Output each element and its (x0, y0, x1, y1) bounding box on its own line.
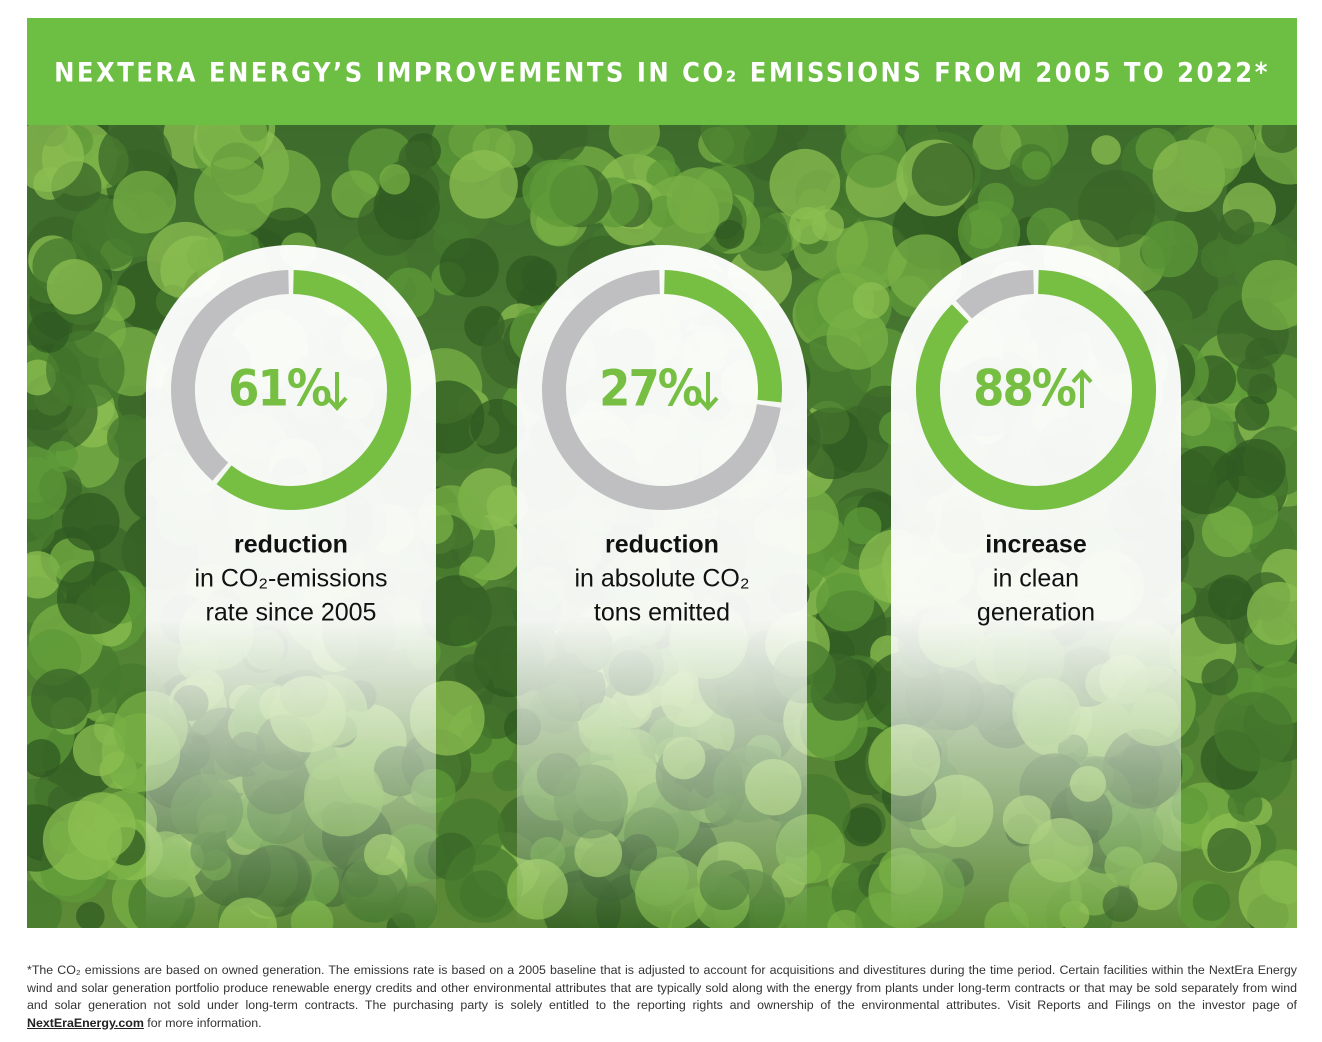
tree (666, 167, 733, 234)
tree (492, 760, 524, 792)
tree (27, 311, 70, 353)
tree (72, 723, 126, 777)
tree (1214, 691, 1294, 772)
tree (842, 807, 882, 847)
tree (715, 219, 745, 249)
tree (194, 156, 274, 237)
tree (811, 209, 845, 242)
direction-arrow (697, 372, 719, 411)
tree (67, 792, 136, 860)
card (146, 245, 436, 928)
tree (529, 158, 599, 228)
tree (1261, 125, 1297, 153)
title: NEXTERA ENERGY’S IMPROVEMENTS IN CO₂ EMI… (54, 58, 1270, 89)
tree (827, 909, 863, 928)
value-label: 61% (228, 360, 331, 418)
donut-remainder (171, 270, 290, 481)
tree (454, 654, 492, 692)
tree (106, 414, 155, 462)
tree (826, 308, 889, 370)
tree (1192, 883, 1231, 921)
tree (444, 844, 524, 923)
card (891, 245, 1181, 928)
tree (1170, 446, 1240, 515)
infographic: NEXTERA ENERGY’S IMPROVEMENTS IN CO₂ EMI… (27, 18, 1297, 928)
tree (770, 125, 809, 145)
tree (521, 258, 558, 295)
donut-remainder (542, 270, 781, 510)
tree (439, 238, 499, 298)
tree (1246, 581, 1297, 646)
tree (852, 282, 890, 319)
tree (27, 739, 61, 778)
tree (1021, 151, 1051, 180)
tree (1077, 170, 1156, 248)
direction-arrow (326, 372, 348, 411)
tree (1241, 260, 1297, 331)
tree (608, 125, 660, 159)
caption-line: in absolute CO₂ (574, 565, 749, 593)
tree (1238, 860, 1297, 928)
tree (449, 150, 518, 219)
caption-line: in CO₂-emissions (194, 565, 387, 593)
caption-line: generation (977, 599, 1095, 627)
tree (843, 506, 882, 545)
tree (1207, 827, 1252, 872)
tree (76, 902, 105, 928)
direction-arrow (1071, 369, 1093, 408)
tree (1226, 438, 1286, 499)
caption-line: rate since 2005 (206, 599, 377, 627)
tree (1201, 658, 1239, 696)
tree (398, 140, 434, 176)
tree (1175, 400, 1211, 436)
tree (700, 125, 778, 166)
tree (46, 330, 125, 409)
tree (1227, 787, 1263, 823)
tree (46, 258, 103, 315)
value-label: 27% (599, 360, 702, 418)
tree (31, 668, 92, 730)
tree (113, 170, 176, 234)
tree (379, 164, 410, 195)
donut-segment (663, 270, 782, 403)
tree (840, 125, 907, 188)
tree (197, 125, 268, 170)
caption-bold: reduction (605, 531, 719, 559)
tree (61, 492, 120, 551)
donut-segment (916, 270, 1156, 510)
footnote-text: *The CO₂ emissions are based on owned ge… (27, 963, 1297, 1013)
tree (1180, 127, 1243, 189)
tree (1218, 209, 1255, 245)
header-bar (27, 18, 1297, 125)
footnote: *The CO₂ emissions are based on owned ge… (27, 962, 1297, 1032)
tree (1234, 396, 1270, 431)
tree (972, 125, 1022, 170)
tree (27, 457, 67, 520)
tree (816, 573, 875, 632)
tree (1141, 220, 1199, 278)
tree (27, 125, 84, 192)
tree (56, 561, 131, 635)
tree (1201, 506, 1253, 558)
tree (1200, 239, 1239, 278)
caption-line: in clean (993, 565, 1079, 593)
tree (1208, 574, 1254, 620)
caption-line: tons emitted (594, 599, 730, 627)
tree (1091, 135, 1121, 165)
donut-remainder (955, 270, 1035, 319)
tree (769, 148, 841, 220)
link[interactable]: NextEraEnergy.com (27, 1015, 144, 1030)
card (517, 245, 807, 928)
footnote-text: for more information. (147, 1015, 262, 1030)
tree (529, 125, 588, 164)
tree (911, 142, 975, 206)
donut-segment (216, 270, 411, 510)
caption-bold: increase (985, 531, 1087, 559)
tree (957, 201, 1021, 264)
caption-bold: reduction (234, 531, 348, 559)
value-label: 88% (973, 360, 1076, 418)
